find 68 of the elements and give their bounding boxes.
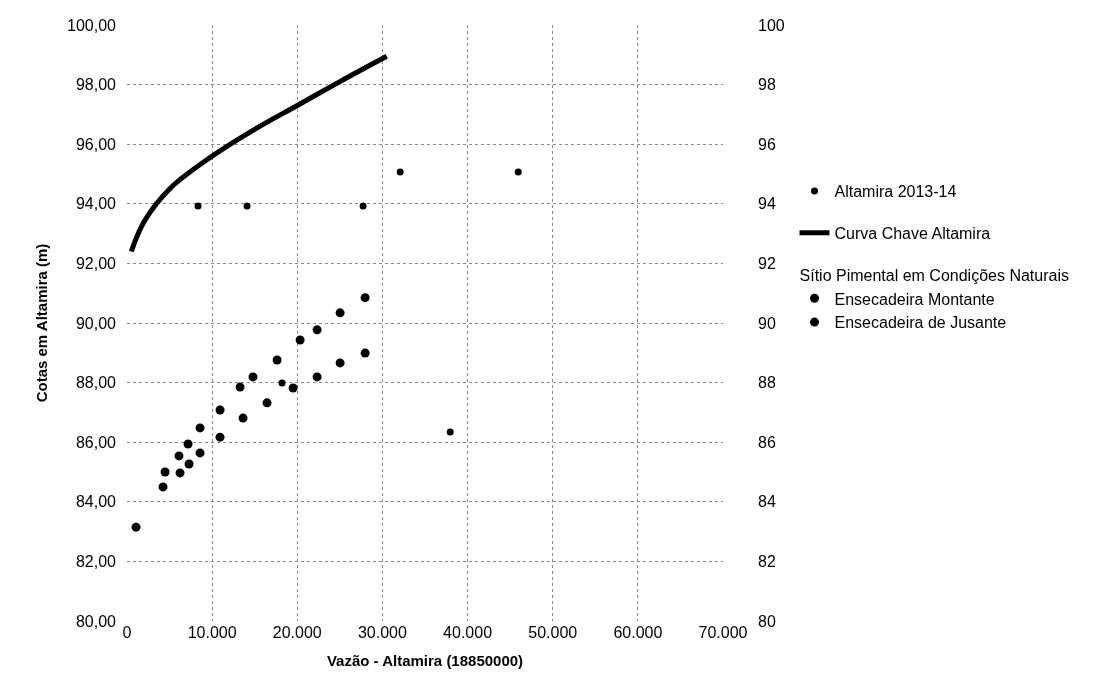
- point: [360, 348, 370, 358]
- legend-label: Altamira 2013-14: [834, 183, 957, 201]
- point: [215, 405, 225, 415]
- y2-tick-label: 98: [758, 76, 776, 94]
- x-tick-label: 40.000: [443, 624, 493, 641]
- point: [195, 423, 205, 433]
- point: [195, 448, 205, 458]
- point: [446, 428, 454, 436]
- point: [312, 325, 322, 335]
- x-axis-title: Vazão - Altamira (18850000): [326, 652, 524, 669]
- y-tick-label: 98,00: [75, 76, 117, 94]
- point: [360, 293, 370, 303]
- legend-label: Ensecadeira Montante: [834, 290, 995, 308]
- point: [288, 383, 298, 393]
- point: [359, 202, 367, 210]
- y-tick-label: 86,00: [75, 433, 117, 451]
- y-tick-label: 96,00: [75, 135, 117, 153]
- point: [312, 372, 322, 382]
- y2-tick-label: 88: [758, 374, 776, 392]
- point: [335, 358, 345, 368]
- point: [335, 308, 345, 318]
- text: Sítio Pimental em Condições Naturais: [799, 266, 1069, 284]
- x-tick-label: 70.000: [698, 624, 748, 641]
- x-tick-label: 20.000: [272, 624, 322, 641]
- point: [295, 335, 305, 345]
- point: [215, 432, 225, 442]
- x-tick-label: 60.000: [613, 624, 663, 641]
- x-tick-label: 10.000: [187, 624, 237, 641]
- y2-tick-label: 82: [758, 553, 776, 570]
- y2-tick-label: 100: [758, 16, 785, 34]
- y2-tick-label: 80: [758, 612, 776, 630]
- point: [248, 372, 258, 382]
- y2-tick-label: 84: [758, 493, 776, 511]
- point: [158, 482, 168, 492]
- point: [131, 522, 141, 532]
- point: [235, 382, 245, 392]
- point: [184, 459, 194, 469]
- point: [396, 168, 404, 176]
- point: [183, 439, 193, 449]
- y2-tick-label: 94: [758, 195, 776, 213]
- point: [238, 413, 248, 423]
- point: [243, 202, 251, 210]
- y-tick-label: 100,00: [67, 16, 117, 34]
- y-tick-label: 82,00: [75, 553, 117, 570]
- legend-label: Curva Chave Altamira: [834, 224, 991, 242]
- point: [278, 379, 286, 387]
- point: [272, 355, 282, 365]
- point: [262, 398, 272, 408]
- y-axis-title: Cotas em Altamira (m): [33, 243, 51, 403]
- x-tick-label: 50.000: [528, 624, 578, 641]
- y-tick-label: 92,00: [75, 255, 117, 272]
- y2-tick-label: 90: [758, 314, 776, 332]
- y-tick-label: 84,00: [75, 493, 117, 511]
- y2-tick-label: 86: [758, 433, 776, 451]
- x-tick-label: 0: [122, 624, 132, 641]
- x-tick-label: 30.000: [357, 624, 407, 641]
- y-tick-label: 90,00: [75, 314, 117, 332]
- point: [175, 468, 185, 478]
- y-tick-label: 88,00: [75, 374, 117, 392]
- y-tick-label: 80,00: [75, 612, 117, 630]
- point: [174, 451, 184, 461]
- y2-tick-label: 92: [758, 255, 776, 272]
- point: [160, 467, 170, 477]
- y-tick-label: 94,00: [75, 195, 117, 213]
- point: [194, 202, 202, 210]
- legend-label: Ensecadeira de Jusante: [834, 314, 1007, 332]
- y2-tick-label: 96: [758, 135, 776, 153]
- point: [514, 168, 522, 176]
